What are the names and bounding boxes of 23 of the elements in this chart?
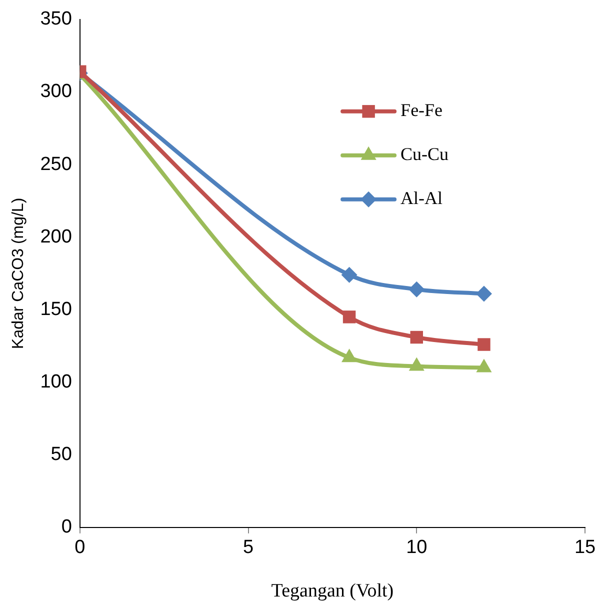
- x-tick-label: 15: [574, 537, 596, 558]
- point: [410, 330, 423, 344]
- y-tick-label: 50: [50, 444, 72, 466]
- point: [478, 338, 490, 351]
- y-tick-label: 250: [40, 154, 72, 175]
- y-tick-label: 0: [61, 516, 72, 538]
- y-axis-title: Kadar CaCO3 (mg/L): [10, 198, 28, 349]
- legend-label: Cu-Cu: [400, 144, 449, 164]
- point: [476, 286, 492, 302]
- y-tick-label: 300: [40, 81, 72, 102]
- x-tick-label: 5: [242, 537, 254, 558]
- legend-label: Al-Al: [400, 188, 443, 208]
- x-axis-title: Tegangan (Volt): [271, 580, 394, 602]
- point: [408, 281, 425, 298]
- point: [342, 310, 356, 324]
- legend-label: Fe-Fe: [400, 100, 443, 120]
- y-tick-label: 100: [40, 371, 72, 392]
- x-tick-label: 10: [406, 537, 428, 558]
- point: [341, 266, 358, 283]
- x-tick-label: 0: [74, 537, 86, 558]
- y-tick-label: 350: [40, 8, 72, 30]
- y-tick-label: 200: [40, 226, 72, 248]
- y-tick-label: 150: [40, 298, 72, 320]
